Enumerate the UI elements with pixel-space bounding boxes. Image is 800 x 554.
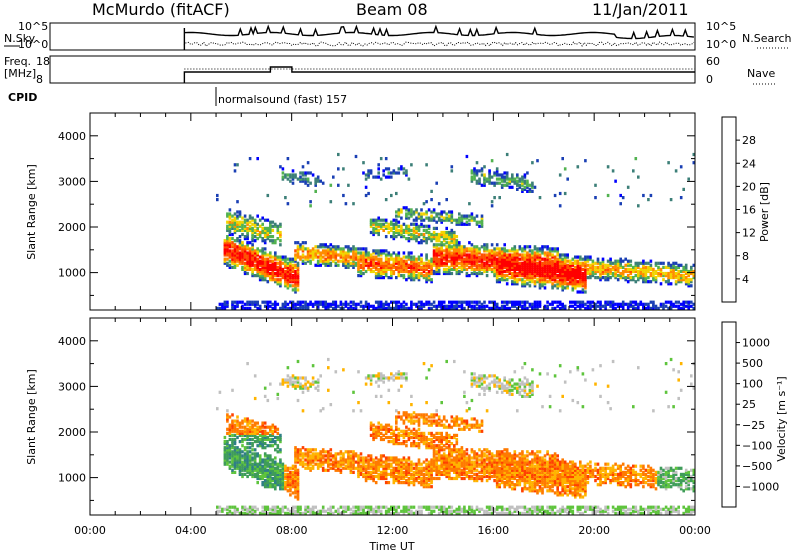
colorbar-tick-label-3: 25 [742, 398, 756, 411]
power-heatmap [216, 152, 696, 310]
y-tick-label-0: 1000 [58, 267, 86, 280]
colorbar-tick-label-2: 100 [742, 378, 763, 391]
colorbar-tick-label-4: −25 [742, 419, 765, 432]
nsearch-tick-top: 10^5 [706, 20, 736, 33]
x-tick-label-2: 08:00 [276, 524, 308, 537]
nsearch-tick-bottom: 10^0 [706, 38, 736, 51]
y-tick-label-1: 2000 [58, 426, 86, 439]
colorbar-tick-label-4: 20 [742, 180, 756, 193]
power-colorbar: 4 8 12 16 20 24 28 [721, 116, 756, 303]
nsky-trace [183, 24, 694, 50]
y-tick-label-3: 4000 [58, 335, 86, 348]
velocity-heatmap [216, 357, 696, 515]
colorbar-tick-label-7: −1000 [742, 480, 779, 493]
freq-tick-top: 18 [36, 55, 50, 68]
x-tick-label-4: 16:00 [477, 524, 509, 537]
nsky-tick-top: 10^5 [18, 20, 48, 33]
y-tick-label-2: 3000 [58, 380, 86, 393]
nsearch-trace [183, 41, 695, 47]
power-colorbar-label: Power [dB] [758, 182, 771, 242]
freq-trace [183, 66, 695, 83]
nave-label: Nave [747, 67, 775, 80]
colorbar-tick-label-2: 12 [742, 227, 756, 240]
colorbar-tick-label-0: 1000 [742, 337, 770, 350]
x-tick-label-3: 12:00 [377, 524, 409, 537]
colorbar-tick-label-5: −100 [742, 439, 772, 452]
nave-tick-bottom: 0 [706, 73, 713, 86]
cpid-value: normalsound (fast) 157 [218, 93, 347, 106]
y-tick-label-1: 2000 [58, 221, 86, 234]
nsky-tick-bottom: 10^0 [18, 38, 48, 51]
nsky-panel: N.Sky 10^5 10^0 10^5 10^0 N.Search [4, 20, 792, 51]
nsearch-label: N.Search [742, 32, 792, 45]
x-tick-label-6: 00:00 [679, 524, 711, 537]
velocity-panel: 1000 2000 3000 4000 Slant Range [km] 1000 50… [25, 317, 788, 516]
colorbar-tick-label-1: 8 [742, 250, 749, 263]
date-title: 11/Jan/2011 [592, 0, 689, 19]
power-panel: 1000 2000 3000 4000 Slant Range [km] 4 8 12 16… [25, 112, 771, 311]
radar-title: McMurdo (fitACF) [92, 0, 230, 19]
power-ylabel: Slant Range [km] [25, 164, 38, 260]
colorbar-tick-label-6: 28 [742, 134, 756, 147]
y-tick-label-3: 4000 [58, 130, 86, 143]
colorbar-tick-label-3: 16 [742, 204, 756, 217]
x-tick-label-5: 20:00 [578, 524, 610, 537]
x-tick-label-1: 04:00 [175, 524, 207, 537]
nave-tick-top: 60 [706, 55, 720, 68]
cpid-label: CPID [8, 91, 37, 104]
freq-unit-label: [MHz] [4, 67, 36, 80]
freq-panel: Freq. [MHz] 18 8 60 0 Nave [4, 55, 775, 86]
freq-tick-bottom: 8 [36, 73, 43, 86]
colorbar-tick-label-5: 24 [742, 157, 756, 170]
y-tick-label-2: 3000 [58, 175, 86, 188]
colorbar-tick-label-0: 4 [742, 273, 749, 286]
freq-label: Freq. [4, 55, 31, 68]
nsky-label: N.Sky [4, 32, 36, 45]
colorbar-tick-label-6: −500 [742, 460, 772, 473]
x-tick-label-0: 00:00 [74, 524, 106, 537]
colorbar-tick-label-1: 500 [742, 357, 763, 370]
beam-title: Beam 08 [356, 0, 428, 19]
velocity-colorbar: 1000 500 100 25 −25 −100 −500 −1000 [721, 321, 779, 508]
velocity-colorbar-label: Velocity [m s⁻¹] [775, 376, 788, 461]
x-axis-label: Time UT [368, 540, 414, 553]
velocity-ylabel: Slant Range [km] [25, 369, 38, 465]
y-tick-label-0: 1000 [58, 472, 86, 485]
